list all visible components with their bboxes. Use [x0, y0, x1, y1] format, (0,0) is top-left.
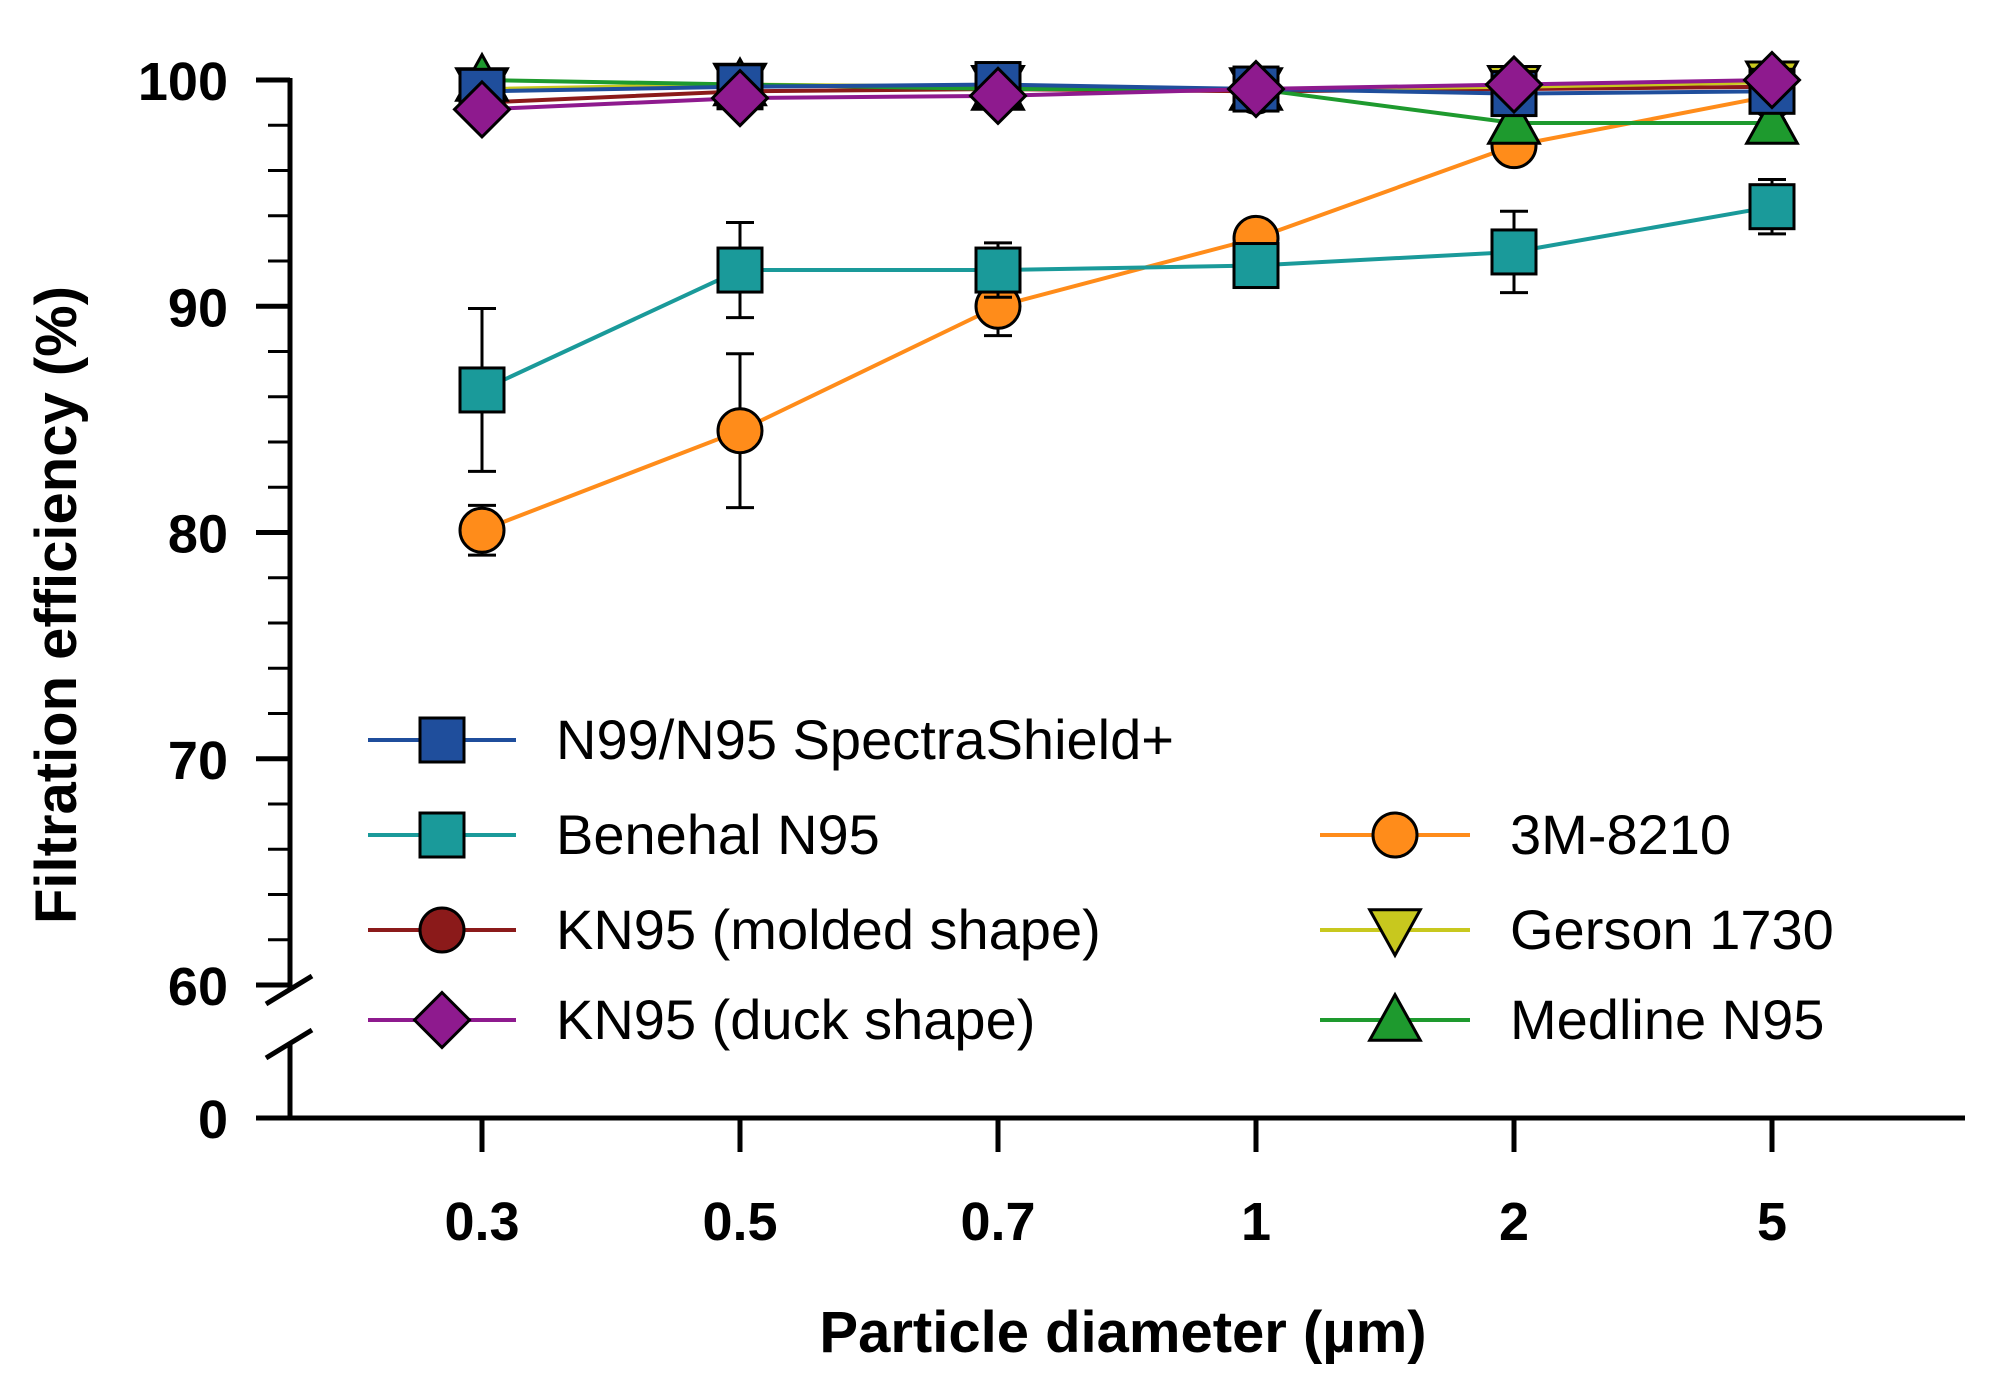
legend-label: KN95 (duck shape) [556, 988, 1035, 1051]
series-line [481, 78, 1773, 112]
legend-marker [418, 811, 466, 859]
data-point [974, 246, 1022, 294]
series-layer [452, 50, 1802, 557]
data-point [968, 66, 1028, 126]
legend-label: Medline N95 [1510, 988, 1824, 1051]
x-tick-label: 2 [1499, 1192, 1529, 1252]
data-point [1490, 228, 1538, 276]
data-point [452, 79, 512, 140]
y-tick-label: 60 [168, 957, 228, 1017]
tick-labels: 0 60 70 80 90 100 0.3 0.5 0.7 1 2 5 [138, 52, 1787, 1252]
legend-entry: KN95 (molded shape) [368, 898, 1101, 961]
legend-entry: KN95 (duck shape) [368, 988, 1035, 1051]
data-point [1232, 242, 1280, 290]
legend-label: 3M-8210 [1510, 803, 1731, 866]
legend-marker [418, 906, 466, 954]
y-tick-label: 70 [168, 731, 228, 791]
data-point [1748, 183, 1796, 231]
legend-marker [412, 990, 472, 1050]
x-tick-label: 0.7 [960, 1192, 1035, 1252]
data-point [458, 366, 506, 414]
y-axis-break-mark [264, 973, 314, 1007]
series-line [481, 204, 1773, 392]
data-point [1744, 94, 1800, 145]
data-point [710, 68, 770, 128]
legend-marker [418, 716, 466, 764]
legend-label: KN95 (molded shape) [556, 898, 1101, 961]
data-point [1486, 94, 1542, 145]
data-point [1226, 59, 1286, 119]
x-tick-label: 0.3 [444, 1192, 519, 1252]
y-tick-label: 80 [168, 505, 228, 565]
legend-label: Gerson 1730 [1510, 898, 1834, 961]
x-tick-label: 1 [1241, 1192, 1271, 1252]
axes [256, 77, 1965, 1152]
legend-marker [1367, 908, 1423, 959]
legend-entry: Benehal N95 [368, 803, 880, 866]
legend-entry: N99/N95 SpectraShield+ [368, 708, 1174, 771]
data-point [716, 407, 764, 455]
legend-label: N99/N95 SpectraShield+ [556, 708, 1174, 771]
legend-label: Benehal N95 [556, 803, 880, 866]
legend: N99/N95 SpectraShield+ Benehal N95 KN95 (m… [368, 708, 1834, 1051]
y-tick-label: 0 [198, 1090, 228, 1150]
legend-entry: Medline N95 [1320, 988, 1824, 1051]
series-line [481, 93, 1773, 533]
x-tick-label: 0.5 [702, 1192, 777, 1252]
series-line [481, 78, 1772, 125]
legend-entry: Gerson 1730 [1320, 898, 1834, 961]
y-axis-label: Filtration efficiency (%) [24, 286, 89, 924]
series-3m-8210 [458, 69, 1796, 557]
data-point [1484, 54, 1544, 115]
y-tick-label: 100 [138, 52, 228, 112]
data-point [458, 506, 506, 554]
legend-entry: 3M-8210 [1320, 803, 1731, 866]
series-line [481, 82, 1773, 96]
data-point [716, 246, 764, 294]
x-tick-label: 5 [1757, 1192, 1787, 1252]
data-point [1742, 50, 1802, 110]
x-axis-label: Particle diameter (µm) [819, 1300, 1426, 1365]
legend-marker [1367, 991, 1423, 1042]
y-tick-label: 90 [168, 278, 228, 338]
legend-marker [1371, 811, 1419, 859]
series-kn95-duck-shape [452, 50, 1802, 140]
series-benehal-n95 [458, 178, 1796, 473]
